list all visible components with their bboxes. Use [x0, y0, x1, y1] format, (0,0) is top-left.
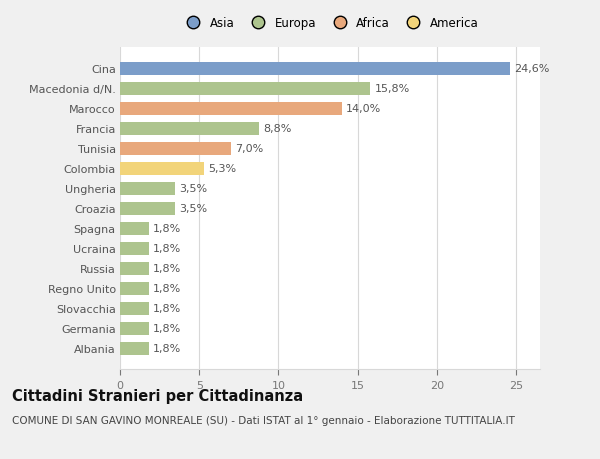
Bar	[120, 322, 149, 335]
Text: 3,5%: 3,5%	[179, 204, 208, 214]
Bar	[120, 123, 259, 135]
Bar	[120, 222, 149, 235]
Text: COMUNE DI SAN GAVINO MONREALE (SU) - Dati ISTAT al 1° gennaio - Elaborazione TUT: COMUNE DI SAN GAVINO MONREALE (SU) - Dat…	[12, 415, 515, 425]
Bar	[120, 103, 342, 116]
Text: 1,8%: 1,8%	[152, 224, 181, 234]
Text: 3,5%: 3,5%	[179, 184, 208, 194]
Bar	[120, 262, 149, 275]
Bar	[120, 202, 175, 215]
Bar	[120, 162, 204, 175]
Text: 15,8%: 15,8%	[374, 84, 410, 94]
Text: 1,8%: 1,8%	[152, 284, 181, 294]
Text: 7,0%: 7,0%	[235, 144, 263, 154]
Bar	[120, 63, 510, 76]
Text: 24,6%: 24,6%	[514, 64, 549, 74]
Text: 5,3%: 5,3%	[208, 164, 236, 174]
Text: 1,8%: 1,8%	[152, 244, 181, 254]
Bar	[120, 83, 370, 95]
Bar	[120, 182, 175, 196]
Bar	[120, 342, 149, 355]
Legend: Asia, Europa, Africa, America: Asia, Europa, Africa, America	[181, 17, 479, 30]
Text: 8,8%: 8,8%	[263, 124, 292, 134]
Bar	[120, 242, 149, 255]
Text: 1,8%: 1,8%	[152, 303, 181, 313]
Text: 1,8%: 1,8%	[152, 343, 181, 353]
Bar	[120, 143, 231, 156]
Text: Cittadini Stranieri per Cittadinanza: Cittadini Stranieri per Cittadinanza	[12, 388, 303, 403]
Bar	[120, 282, 149, 295]
Text: 1,8%: 1,8%	[152, 324, 181, 333]
Text: 1,8%: 1,8%	[152, 263, 181, 274]
Text: 14,0%: 14,0%	[346, 104, 381, 114]
Bar	[120, 302, 149, 315]
